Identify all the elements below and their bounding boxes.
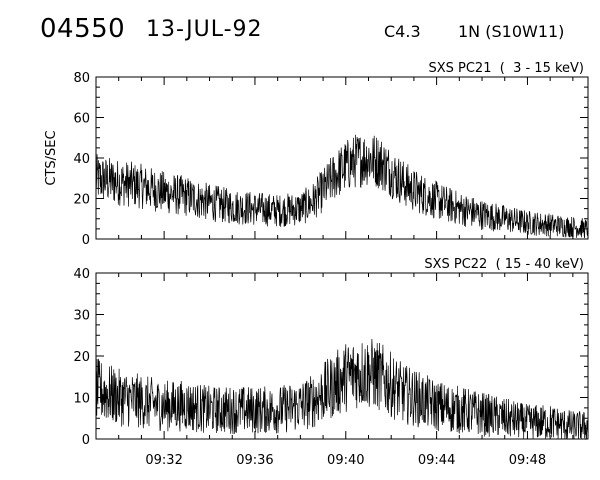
x-tick-label: 09:32 (145, 453, 182, 468)
flare-class: C4.3 (384, 22, 421, 41)
y-tick-label: 0 (82, 433, 90, 448)
y-tick-label: 40 (73, 267, 90, 282)
panel-title: SXS PC21 ( 3 - 15 keV) (428, 61, 584, 76)
x-tick-label: 09:48 (509, 453, 546, 468)
x-tick-label: 09:40 (327, 453, 364, 468)
y-tick-label: 10 (73, 392, 90, 407)
y-tick-label: 30 (73, 309, 90, 324)
panel-title: SXS PC22 ( 15 - 40 keV) (424, 257, 584, 272)
y-axis-label: CTS/SEC (44, 130, 59, 185)
y-tick-label: 40 (73, 152, 90, 167)
y-tick-label: 60 (73, 112, 90, 127)
event-date: 13-JUL-92 (146, 17, 263, 42)
flare-location: 1N (S10W11) (458, 22, 565, 41)
series-line (95, 338, 589, 441)
y-tick-label: 80 (73, 71, 90, 86)
y-tick-label: 0 (82, 233, 90, 248)
y-tick-label: 20 (73, 193, 90, 208)
series-line (95, 134, 589, 239)
event-id: 04550 (40, 14, 126, 44)
x-tick-label: 09:44 (418, 453, 455, 468)
x-tick-label: 09:36 (236, 453, 273, 468)
y-tick-label: 20 (73, 350, 90, 365)
